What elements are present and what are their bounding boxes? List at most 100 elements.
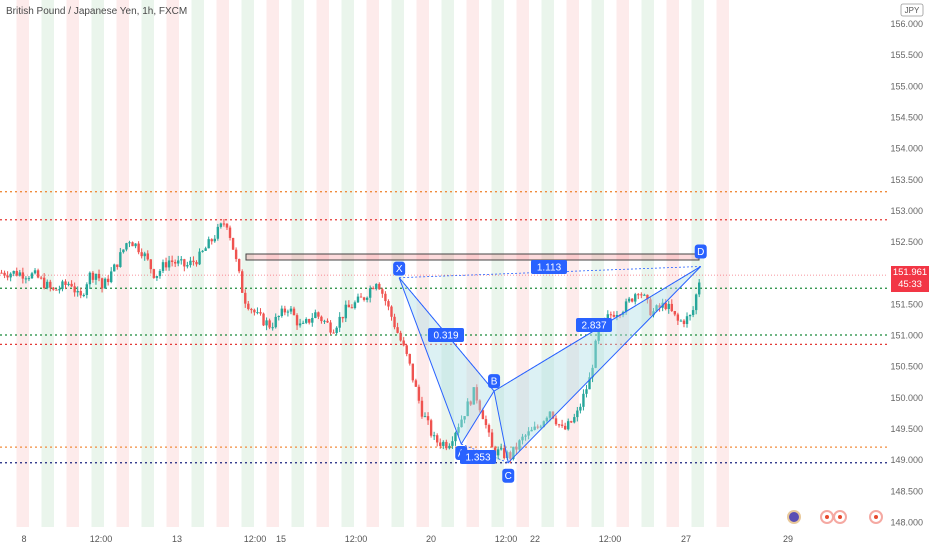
- candle-body: [347, 304, 351, 308]
- candle-body: [664, 302, 667, 309]
- candle-body: [332, 332, 335, 334]
- time-tick: 29: [783, 534, 793, 544]
- ratio-badge: [460, 450, 496, 464]
- candle-body: [113, 264, 116, 272]
- candle-body: [372, 288, 375, 290]
- session-band: [191, 0, 204, 527]
- candle-body: [643, 294, 646, 296]
- session-band: [616, 0, 629, 527]
- candle-body: [551, 411, 555, 419]
- candle-body: [222, 223, 226, 225]
- session-band: [691, 0, 704, 527]
- candle-body: [58, 289, 61, 291]
- candle-body: [274, 316, 277, 328]
- flag-uk-icon[interactable]: [787, 510, 801, 524]
- candle-body: [402, 340, 405, 346]
- candle-body: [560, 424, 564, 426]
- ratio-badge: [531, 260, 567, 274]
- price-tick: 152.500: [890, 237, 923, 247]
- candle-body: [387, 301, 390, 307]
- candle-body: [496, 449, 500, 456]
- session-band: [341, 0, 354, 527]
- session-band: [266, 0, 279, 527]
- price-tick: 154.500: [890, 112, 923, 122]
- time-tick: 8: [21, 534, 26, 544]
- candle-body: [134, 243, 137, 247]
- candle-body: [478, 400, 482, 411]
- candle-body: [597, 325, 600, 341]
- candle-body: [481, 410, 485, 420]
- candle-body: [152, 269, 156, 278]
- candle-body: [698, 282, 701, 295]
- candle-body: [201, 250, 204, 252]
- candle-body: [548, 411, 552, 418]
- countdown-timer: 45:33: [898, 279, 922, 290]
- candle-body: [298, 323, 302, 326]
- candle-body: [466, 401, 469, 417]
- candle-body: [12, 270, 15, 274]
- candle-body: [570, 421, 573, 423]
- candle-body: [646, 294, 649, 300]
- candle-body: [46, 281, 49, 289]
- session-band: [241, 0, 254, 527]
- event-icon[interactable]: [820, 510, 834, 524]
- event-icon[interactable]: [869, 510, 883, 524]
- candle-body: [259, 312, 262, 314]
- time-tick: 12:00: [599, 534, 622, 544]
- candle-body: [116, 264, 119, 267]
- candle-body: [110, 271, 113, 283]
- candle-body: [244, 292, 247, 304]
- session-band: [166, 0, 179, 527]
- candle-body: [204, 248, 207, 251]
- candle-body: [42, 277, 46, 289]
- candle-body: [649, 299, 652, 316]
- candle-body: [676, 314, 680, 321]
- candle-body: [289, 308, 293, 312]
- candle-body: [344, 304, 347, 319]
- candle-body: [487, 425, 491, 433]
- candle-body: [140, 252, 143, 257]
- candle-body: [637, 294, 640, 296]
- currency-label: JPY: [905, 6, 920, 15]
- current-price-label: 151.961 45:33: [891, 266, 929, 292]
- session-band: [416, 0, 429, 527]
- candle-body: [506, 452, 509, 459]
- candle-body: [335, 327, 338, 333]
- candle-body: [527, 431, 530, 436]
- session-band: [591, 0, 604, 527]
- candle-body: [262, 313, 265, 326]
- candle-body: [417, 386, 421, 401]
- candle-body: [27, 278, 31, 280]
- event-icon[interactable]: [833, 510, 847, 524]
- candle-body: [442, 441, 445, 446]
- candle-body: [161, 262, 165, 271]
- session-band: [641, 0, 654, 527]
- session-band: [16, 0, 29, 527]
- candle-body: [326, 320, 329, 323]
- candle-body: [533, 426, 536, 430]
- candle-body: [451, 441, 454, 446]
- candle-body: [679, 320, 683, 322]
- candle-body: [253, 309, 256, 313]
- candle-body: [484, 419, 488, 426]
- session-band: [466, 0, 479, 527]
- candle-body: [609, 314, 613, 316]
- candle-body: [170, 260, 174, 262]
- time-tick: 15: [276, 534, 286, 544]
- session-band: [91, 0, 104, 527]
- candle-body: [448, 445, 451, 449]
- candle-body: [688, 315, 692, 317]
- candle-body: [685, 316, 689, 325]
- candle-body: [435, 435, 439, 443]
- time-tick: 20: [426, 534, 436, 544]
- time-tick: 12:00: [90, 534, 113, 544]
- price-tick: 155.500: [890, 50, 923, 60]
- ratio-label: 1.113: [537, 263, 562, 274]
- candle-body: [454, 432, 457, 442]
- candle-body: [103, 278, 107, 289]
- candle-body: [277, 316, 280, 318]
- time-tick: 12:00: [495, 534, 518, 544]
- candle-body: [384, 293, 387, 302]
- candle-body: [79, 290, 82, 296]
